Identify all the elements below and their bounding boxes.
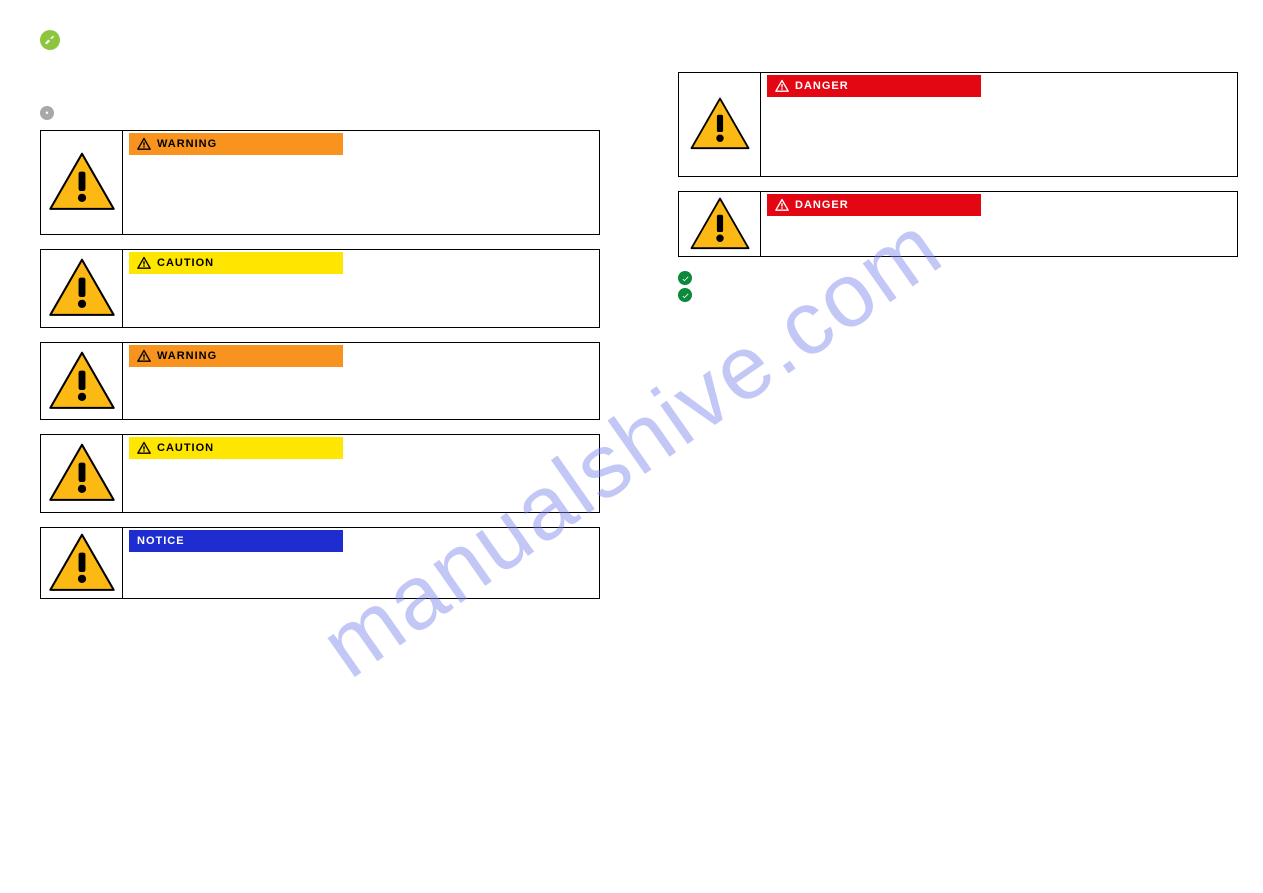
section-heading: 8 Maintenance and repair xyxy=(40,30,600,50)
signal-word: CAUTION xyxy=(157,257,214,269)
check-icon xyxy=(678,271,692,285)
intro-paragraph: A regularly and expertly maintained mach… xyxy=(40,82,600,96)
hazard-icon-cell xyxy=(679,192,761,256)
doc-number: 5906.80.90.03 (01) xyxy=(1138,862,1223,873)
signal-word: NOTICE xyxy=(137,535,185,547)
hazard-text: Risk of injury!Before carrying out maint… xyxy=(129,371,593,412)
hazard-body: WARNING Risk of injury!Before carrying o… xyxy=(123,343,599,420)
page-root: { "watermark": "manualshive.com", "heade… xyxy=(0,0,1263,893)
right-column: 8.2 Important notes about maintenance Th… xyxy=(678,30,1238,305)
signal-word-bar: WARNING xyxy=(129,345,343,367)
section-title: 8 Maintenance and repair xyxy=(68,32,270,48)
hazard-text: In the event of an operational malfuncti… xyxy=(129,556,593,583)
signal-word-bar: DANGER xyxy=(767,75,981,97)
hazard-icon-cell xyxy=(41,343,123,420)
hazard-body: DANGER Danger of fatal injury due to mov… xyxy=(761,73,1237,177)
hazard-body: CAUTION Injury due unexpected movement!S… xyxy=(123,435,599,512)
hazard-body: WARNING Danger from operation or mainten… xyxy=(123,131,599,235)
left-box-list: WARNING Danger from operation or mainten… xyxy=(40,130,600,599)
intro-title-text: Introduction xyxy=(85,64,149,76)
signal-word: DANGER xyxy=(795,199,849,211)
section-title-text: Maintenance and repair xyxy=(114,32,270,48)
check-row: Disconnect the battery at its isolation … xyxy=(678,288,1238,302)
hazard-box: CAUTION Injury due unexpected movement!S… xyxy=(40,434,600,513)
hazard-text: Danger from operation or maintenance err… xyxy=(129,159,593,227)
signal-word-bar: CAUTION xyxy=(129,437,343,459)
signal-word-bar: DANGER xyxy=(767,194,981,216)
hazard-text: Danger of fatal injury due to moving mac… xyxy=(767,101,1231,169)
hazard-box: WARNING Risk of injury!Before carrying o… xyxy=(40,342,600,421)
check-text: Switch the machine off and remove the sa… xyxy=(698,271,921,282)
hazard-text: Danger of fatal injury due to dirt hoppe… xyxy=(767,220,1231,247)
check-row: Switch the machine off and remove the sa… xyxy=(678,271,1238,285)
hazard-body: NOTICE In the event of an operational ma… xyxy=(123,528,599,598)
page-number: 48 xyxy=(40,862,51,873)
intro-heading: 8.1 Introduction xyxy=(40,64,600,76)
hazard-box: DANGER Danger of fatal injury due to dir… xyxy=(678,191,1238,257)
hazard-box: WARNING Danger from operation or mainten… xyxy=(40,130,600,236)
intro-number: 8.1 xyxy=(40,64,82,76)
wrench-icon xyxy=(40,30,60,50)
hazard-body: CAUTION Risk of injury due to hot surfac… xyxy=(123,250,599,327)
right-heading-text: Important notes about maintenance xyxy=(723,30,909,42)
signal-word: WARNING xyxy=(157,138,217,150)
hazard-icon-cell xyxy=(41,250,123,327)
hazard-icon-cell xyxy=(679,73,761,177)
right-box-list: DANGER Danger of fatal injury due to mov… xyxy=(678,72,1238,258)
signal-word: WARNING xyxy=(157,350,217,362)
step-bullet-icon: • xyxy=(40,106,54,120)
signal-word: CAUTION xyxy=(157,442,214,454)
right-heading-number: 8.2 xyxy=(678,30,720,42)
signal-word-bar: CAUTION xyxy=(129,252,343,274)
step-row: • Operate the machine under full load an… xyxy=(40,106,600,120)
right-heading: 8.2 Important notes about maintenance xyxy=(678,30,1238,42)
hazard-text: Injury due unexpected movement!Secure th… xyxy=(129,463,593,504)
hazard-icon-cell xyxy=(41,528,123,598)
signal-word: DANGER xyxy=(795,80,849,92)
section-number: 8 xyxy=(68,32,110,48)
hazard-text: Risk of injury due to hot surfaces!Depen… xyxy=(129,278,593,319)
signal-word-bar: WARNING xyxy=(129,133,343,155)
hazard-body: DANGER Danger of fatal injury due to dir… xyxy=(761,192,1237,256)
hazard-box: DANGER Danger of fatal injury due to mov… xyxy=(678,72,1238,178)
hazard-icon-cell xyxy=(41,435,123,512)
check-icon xyxy=(678,288,692,302)
signal-word-bar: NOTICE xyxy=(129,530,343,552)
hazard-icon-cell xyxy=(41,131,123,235)
right-intro-paragraph: The following safety instructions apply … xyxy=(678,48,1238,62)
page-footer: 48 5906.80.90.03 (01) xyxy=(40,862,1223,873)
check-list: Switch the machine off and remove the sa… xyxy=(678,271,1238,302)
left-column: 8 Maintenance and repair 8.1 Introductio… xyxy=(40,30,600,613)
hazard-box: CAUTION Risk of injury due to hot surfac… xyxy=(40,249,600,328)
check-text: Disconnect the battery at its isolation … xyxy=(698,288,894,299)
hazard-box: NOTICE In the event of an operational ma… xyxy=(40,527,600,599)
step-text: Operate the machine under full load and … xyxy=(60,106,284,117)
